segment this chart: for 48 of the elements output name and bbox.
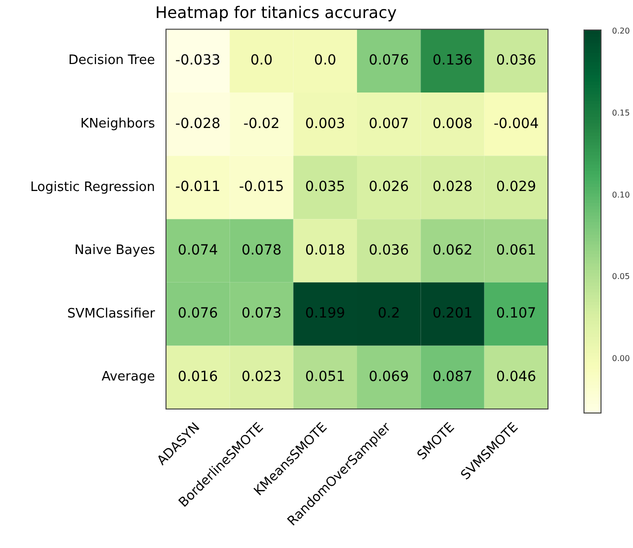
data-label: 0.069 — [368, 368, 409, 385]
color-bar-label: 0.05 — [612, 272, 630, 282]
y-tick-label: SVMClassifier — [67, 306, 156, 322]
data-label: 0.136 — [432, 52, 473, 68]
y-tick-label: Naive Bayes — [74, 243, 156, 258]
data-label: 0.2 — [378, 306, 400, 322]
data-label: 0.076 — [178, 306, 218, 322]
data-label: 0.035 — [305, 179, 346, 196]
color-bar-label: 0.10 — [612, 190, 630, 200]
color-bar-label: 0.00 — [612, 354, 630, 364]
data-label: -0.028 — [175, 116, 220, 132]
data-label: 0.0 — [314, 52, 336, 68]
data-label: 0.051 — [305, 368, 346, 385]
y-tick-label: Average — [102, 370, 155, 385]
y-tick-label: Decision Tree — [68, 53, 155, 68]
data-label: 0.023 — [241, 368, 282, 385]
data-label: 0.026 — [368, 179, 409, 196]
data-label: 0.003 — [305, 116, 346, 132]
color-bar-label: 0.20 — [612, 26, 630, 36]
data-label: -0.004 — [494, 116, 539, 132]
data-label: 0.074 — [178, 242, 218, 258]
data-label: 0.0 — [250, 52, 273, 68]
data-label: 0.062 — [432, 242, 473, 258]
data-label: -0.015 — [238, 179, 284, 196]
data-label: 0.036 — [368, 242, 409, 258]
data-label: 0.107 — [496, 306, 536, 322]
data-label: 0.036 — [496, 52, 536, 68]
data-label: 0.046 — [496, 368, 536, 385]
data-label: 0.073 — [241, 306, 282, 322]
data-label: -0.02 — [243, 116, 280, 132]
data-label: 0.201 — [432, 306, 473, 322]
y-tick-label: Logistic Regression — [30, 180, 155, 195]
y-tick-label: KNeighbors — [80, 116, 156, 132]
data-label: 0.008 — [432, 116, 473, 132]
data-label: 0.007 — [368, 116, 409, 132]
data-label: -0.033 — [175, 52, 220, 68]
data-label: 0.087 — [432, 368, 473, 385]
data-label: 0.061 — [496, 242, 536, 258]
data-label: 0.199 — [305, 306, 346, 322]
data-label: -0.011 — [175, 179, 220, 196]
data-label: 0.029 — [496, 179, 536, 196]
data-label: 0.018 — [305, 242, 346, 258]
chart-title: Heatmap for titanics accuracy — [155, 2, 397, 22]
data-label: 0.076 — [368, 52, 409, 68]
color-bar-label: 0.15 — [612, 108, 630, 118]
data-label: 0.078 — [241, 242, 282, 258]
data-label: 0.028 — [432, 179, 473, 196]
data-label: 0.016 — [178, 368, 218, 385]
